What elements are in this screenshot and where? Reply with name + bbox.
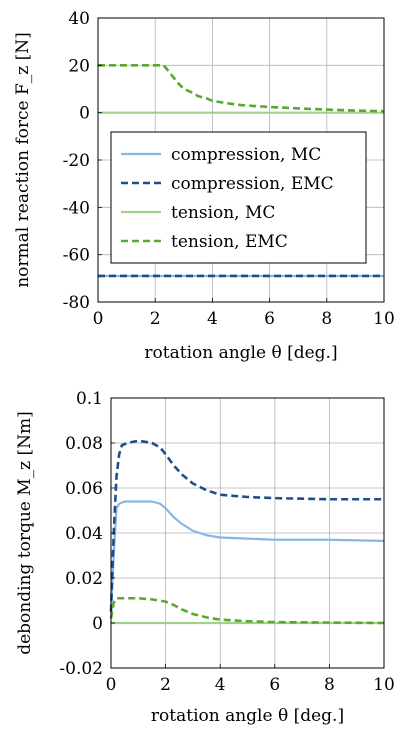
x-tick-label: 2 [160, 675, 171, 695]
series-line-3 [98, 64, 385, 113]
x-tick-label: 8 [324, 675, 335, 695]
series-line-3 [109, 596, 385, 625]
y-tick-label: 0 [79, 104, 90, 124]
y-tick-label: 0.06 [65, 479, 103, 499]
y-tick-label: 0.1 [76, 389, 103, 409]
x-tick-label: 4 [207, 309, 218, 329]
y-tick-label: -60 [63, 246, 90, 266]
x-tick-label: 4 [215, 675, 226, 695]
y-axis-label: normal reaction force F_z [N] [13, 32, 33, 288]
y-tick-label: 0.04 [65, 524, 103, 544]
y-tick-label: 0.08 [65, 434, 103, 454]
x-tick-label: 10 [373, 675, 395, 695]
x-tick-label: 0 [106, 675, 117, 695]
y-tick-label: -0.02 [59, 659, 103, 679]
chart-debonding-torque: 0 2 4 6 8 100.10.080.060.040.020-0.02rotation… [15, 389, 395, 726]
legend-entry-2: tension, MC [171, 203, 275, 223]
y-tick-label: -40 [63, 198, 90, 218]
y-tick-label: 20 [68, 56, 90, 76]
y-tick-label: -20 [63, 151, 90, 171]
series-line-1 [109, 439, 384, 612]
y-tick-label: 0 [92, 614, 103, 634]
y-axis-label: debonding torque M_z [Nm] [15, 411, 35, 655]
y-tick-label: 0.02 [65, 569, 103, 589]
x-tick-label: 0 [93, 309, 104, 329]
x-tick-label: 8 [321, 309, 332, 329]
x-tick-label: 10 [373, 309, 395, 329]
legend-entry-3: tension, EMC [171, 232, 288, 252]
x-tick-label: 6 [264, 309, 275, 329]
series-line-0 [109, 500, 385, 612]
y-tick-label: 40 [68, 9, 90, 29]
legend-entry-1: compression, EMC [171, 174, 334, 194]
x-axis-label: rotation angle θ [deg.] [151, 706, 344, 726]
x-tick-label: 2 [150, 309, 161, 329]
legend-entry-0: compression, MC [171, 145, 321, 165]
y-tick-label: -80 [63, 293, 90, 313]
x-axis-label: rotation angle θ [deg.] [144, 343, 337, 363]
chart-normal-force: 0 2 4 6 8 10 40 20 0 -20 -40 -60 -80 rotation angle θ… [13, 9, 395, 363]
x-tick-label: 6 [269, 675, 280, 695]
